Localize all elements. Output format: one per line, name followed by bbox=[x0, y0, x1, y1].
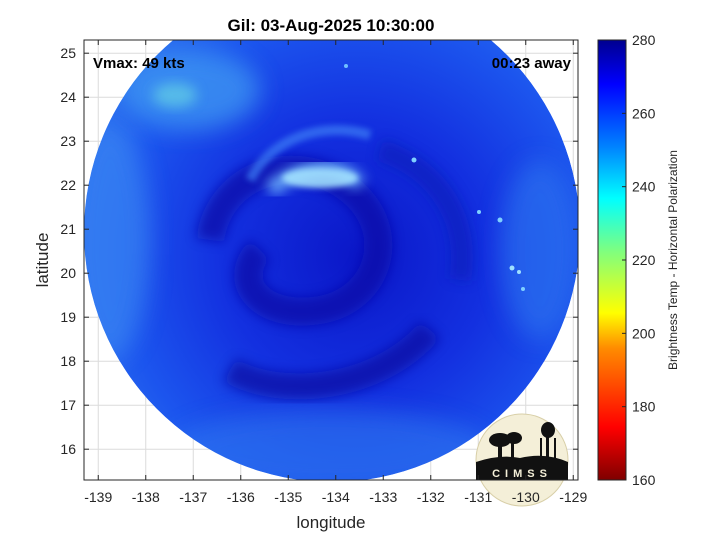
y-tick-label: 19 bbox=[60, 309, 76, 325]
colorbar-gradient bbox=[597, 39, 627, 481]
x-tick-label: -130 bbox=[512, 489, 540, 505]
y-tick-label: 17 bbox=[60, 397, 76, 413]
x-tick-label: -131 bbox=[464, 489, 492, 505]
colorbar-tick-label: 160 bbox=[632, 472, 656, 488]
y-tick-label: 20 bbox=[60, 265, 76, 281]
x-tick-label: -138 bbox=[132, 489, 160, 505]
colorbar-label: Brightness Temp - Horizontal Polarizatio… bbox=[666, 150, 680, 370]
cimss-logo: CIMSS bbox=[475, 413, 569, 507]
colorbar-tick-label: 240 bbox=[632, 179, 656, 195]
vmax-annotation: Vmax: 49 kts bbox=[93, 55, 185, 72]
x-tick-label: -134 bbox=[322, 489, 350, 505]
x-tick-label: -139 bbox=[84, 489, 112, 505]
colorbar-tick-label: 180 bbox=[632, 399, 656, 415]
colorbar-tick-label: 260 bbox=[632, 105, 656, 121]
colorbar-tick-label: 280 bbox=[632, 32, 656, 48]
x-tick-label: -129 bbox=[559, 489, 587, 505]
y-tick-label: 24 bbox=[60, 89, 76, 105]
y-tick-label: 22 bbox=[60, 177, 76, 193]
y-tick-label: 23 bbox=[60, 133, 76, 149]
chart-title: Gil: 03-Aug-2025 10:30:00 bbox=[228, 16, 435, 35]
time-away-annotation: 00:23 away bbox=[492, 55, 572, 72]
colorbar-tick-label: 200 bbox=[632, 325, 656, 341]
x-axis: -139 -138 -137 -136 -135 -134 -133 -132 -131 -130… bbox=[84, 40, 587, 505]
y-tick-label: 21 bbox=[60, 221, 76, 237]
colorbar-tick-label: 220 bbox=[632, 252, 656, 268]
x-tick-label: -137 bbox=[179, 489, 207, 505]
y-axis-label: latitude bbox=[33, 233, 52, 288]
x-tick-label: -132 bbox=[417, 489, 445, 505]
y-axis: 16 17 18 19 20 21 22 23 24 25 bbox=[60, 45, 578, 457]
y-tick-label: 16 bbox=[60, 441, 76, 457]
colorbar: 160 180 200 220 240 260 280 Brightness Temp - … bbox=[597, 32, 680, 488]
y-tick-label: 25 bbox=[60, 45, 76, 61]
x-tick-label: -136 bbox=[227, 489, 255, 505]
colorbar-ticks: 160 180 200 220 240 260 280 bbox=[622, 32, 656, 488]
x-tick-label: -135 bbox=[274, 489, 302, 505]
axes-box bbox=[83, 39, 579, 481]
x-tick-label: -133 bbox=[369, 489, 397, 505]
y-tick-label: 18 bbox=[60, 353, 76, 369]
x-axis-label: longitude bbox=[296, 513, 365, 532]
logo-text: CIMSS bbox=[492, 468, 552, 480]
